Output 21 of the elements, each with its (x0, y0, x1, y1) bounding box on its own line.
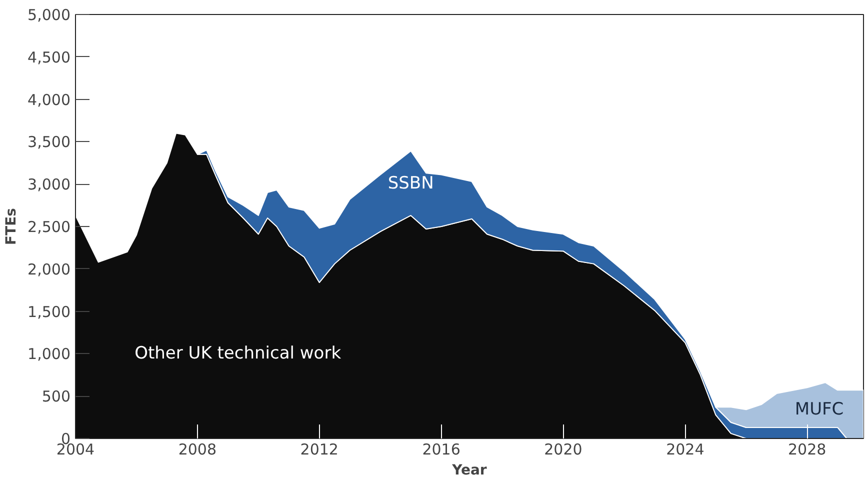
y-tick-label: 3,500 (28, 133, 71, 152)
x-axis-title: Year (451, 462, 487, 478)
x-tick-label: 2024 (666, 440, 704, 458)
y-axis-title: FTEs (4, 208, 20, 246)
x-tick-label: 2028 (788, 440, 826, 458)
y-tick-label: 4,000 (28, 90, 71, 109)
y-tick-label: 1,000 (28, 345, 71, 364)
y-tick-label: 500 (42, 388, 71, 406)
x-tick-label: 2020 (544, 440, 582, 458)
series-label: SSBN (388, 173, 434, 194)
y-tick-label: 2,500 (28, 218, 71, 236)
x-tick-label: 2008 (178, 440, 217, 458)
y-tick-label: 5,000 (28, 6, 71, 24)
y-tick-label: 3,000 (28, 176, 71, 194)
series-label: Other UK technical work (134, 344, 342, 364)
x-tick-label: 2012 (300, 440, 338, 458)
series-label: MUFC (794, 400, 844, 420)
y-tick-label: 2,000 (28, 260, 71, 278)
y-tick-label: 1,500 (28, 302, 71, 321)
y-tick-label: 4,500 (28, 48, 71, 66)
x-tick-label: 2016 (422, 440, 460, 458)
